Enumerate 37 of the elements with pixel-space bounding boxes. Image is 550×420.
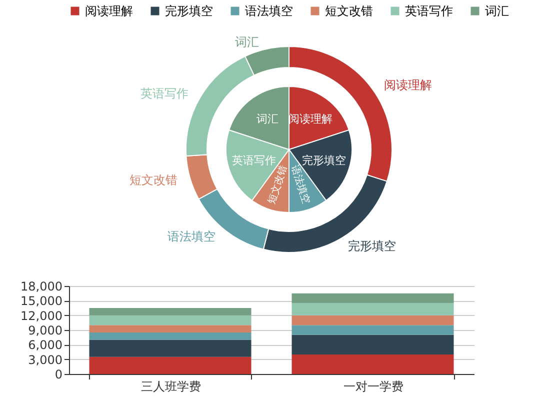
y-tick-label: 18,000	[20, 280, 62, 294]
legend-label: 英语写作	[405, 4, 453, 18]
slice-label: 阅读理解	[288, 112, 333, 126]
bar	[89, 332, 252, 340]
slice-label: 完形填空	[348, 238, 396, 253]
legend-label: 短文改错	[325, 4, 373, 18]
bar	[89, 340, 252, 357]
slice-label: 英语写作	[232, 154, 276, 167]
y-tick-label: 9,000	[28, 324, 62, 338]
y-tick-label: 0	[54, 368, 62, 382]
bar	[292, 293, 454, 304]
bar	[292, 334, 454, 354]
legend-label: 阅读理解	[85, 4, 133, 18]
legend-label: 完形填空	[165, 4, 213, 18]
y-tick-label: 6,000	[28, 338, 62, 352]
bar	[89, 325, 252, 332]
y-tick-label: 12,000	[20, 308, 62, 323]
slice-label: 完形填空	[302, 154, 346, 167]
y-tick-label: 15,000	[20, 294, 62, 308]
slice-label: 词汇	[235, 35, 260, 50]
category-label: 语法填空	[168, 229, 216, 244]
bar	[89, 356, 252, 374]
bar	[292, 354, 454, 374]
x-tick-label: 一对一学费	[343, 380, 404, 394]
bar	[292, 315, 454, 326]
bar	[292, 303, 454, 316]
legend-label: 词汇	[485, 4, 509, 18]
bar	[292, 325, 454, 335]
bar	[89, 308, 252, 316]
category-label: 短文改错	[129, 173, 178, 188]
slice-label: 阅读理解	[384, 78, 432, 92]
x-tick-label: 三人班学费	[140, 380, 201, 394]
slice-label: 词汇	[256, 112, 278, 126]
slice-label: 英语写作	[140, 86, 188, 101]
bar	[89, 315, 252, 326]
legend-label: 语法填空	[245, 4, 293, 18]
y-tick-label: 3,000	[28, 352, 62, 367]
